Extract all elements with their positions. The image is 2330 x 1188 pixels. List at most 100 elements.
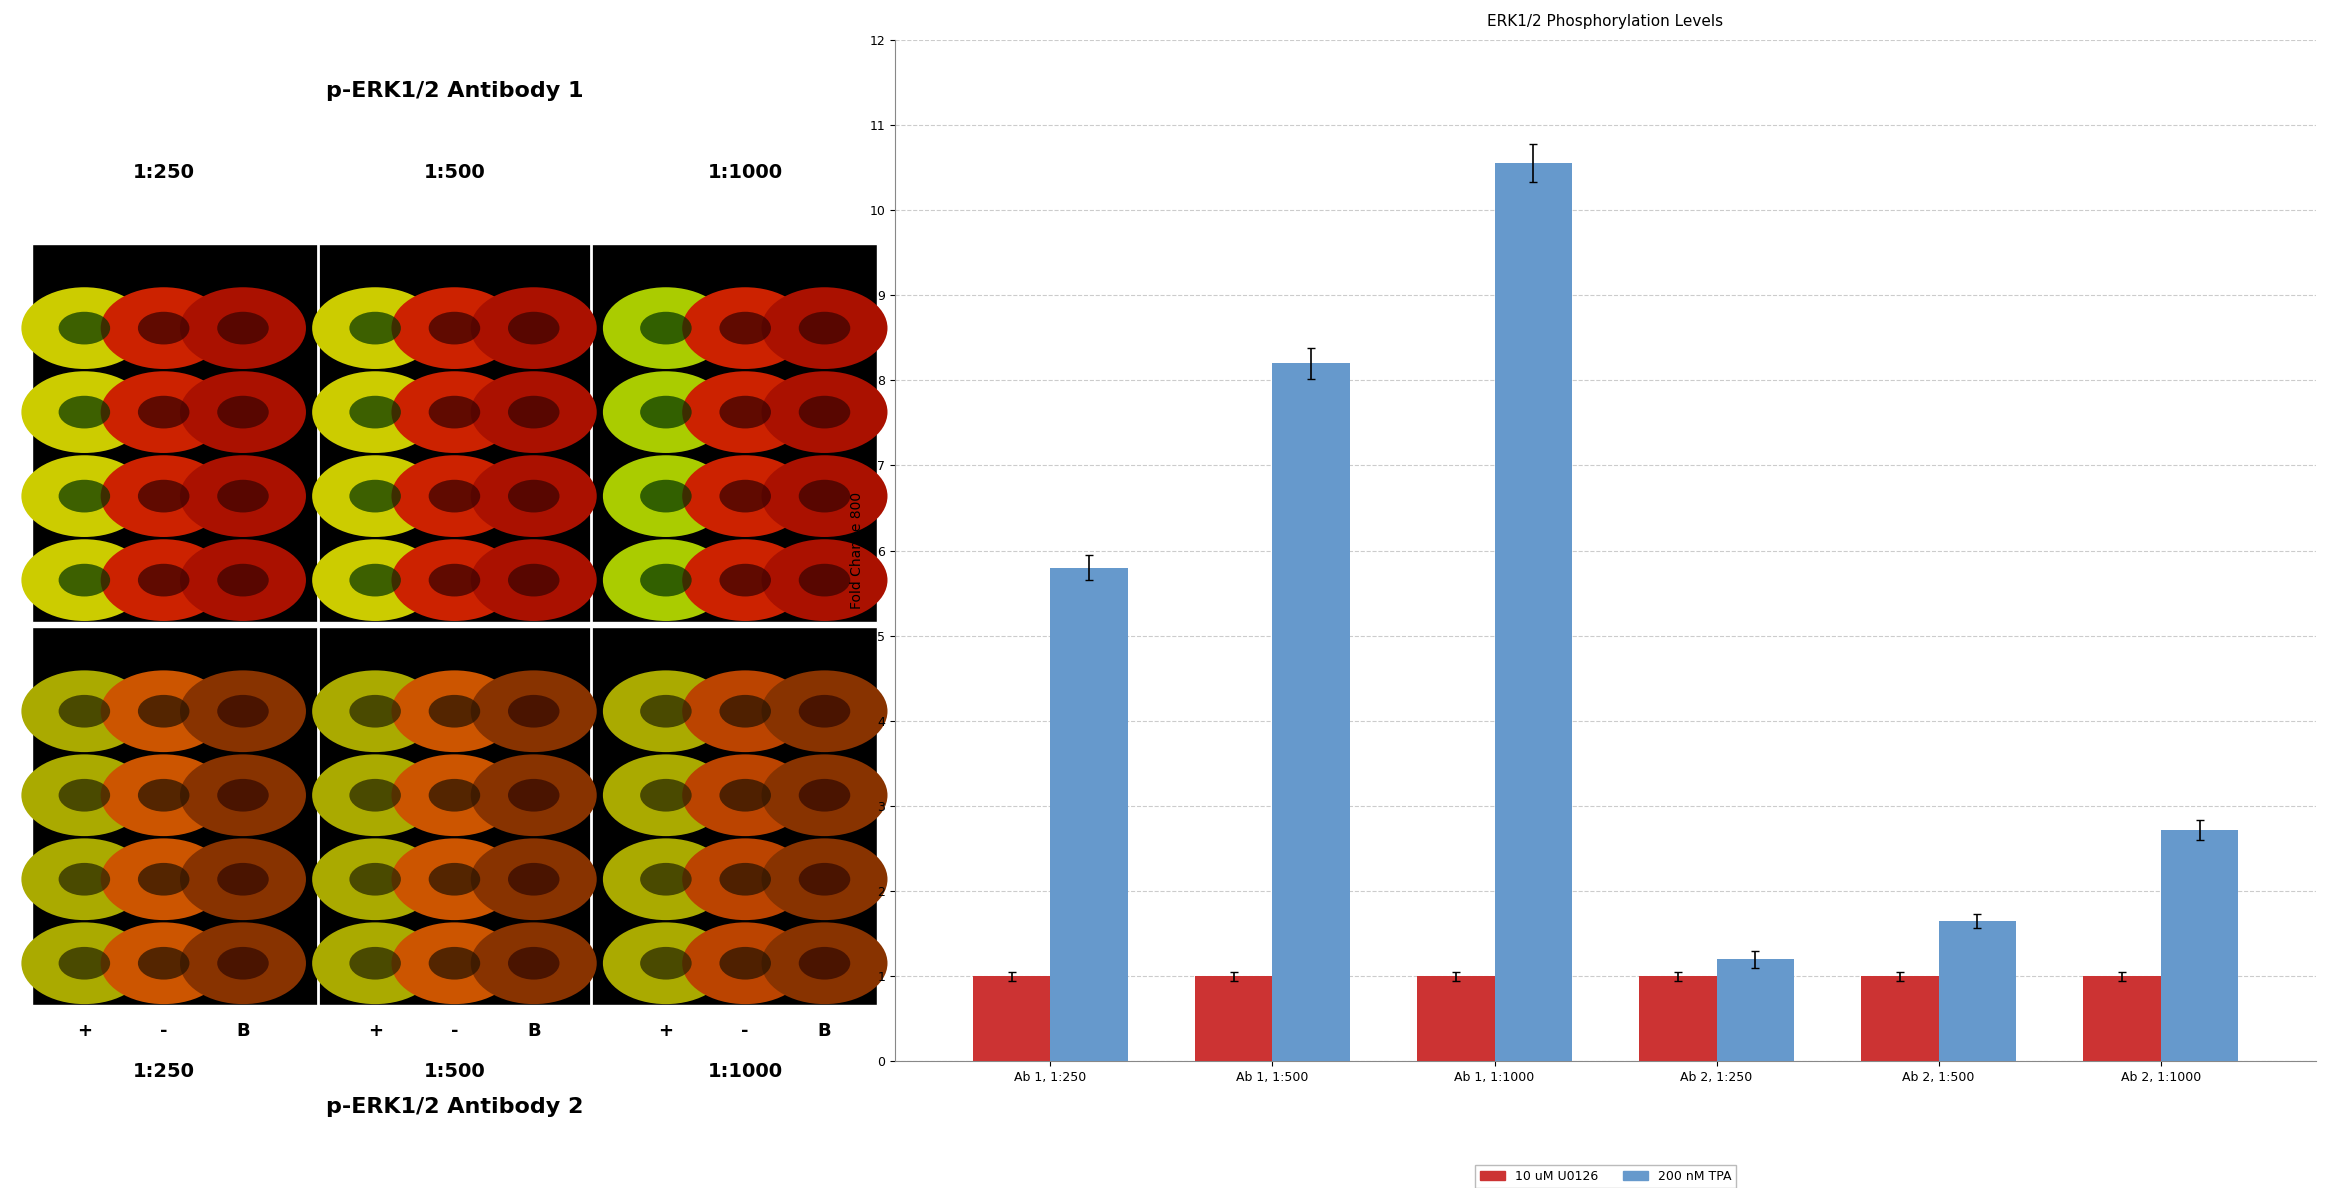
Ellipse shape [21, 670, 147, 752]
Ellipse shape [58, 779, 110, 811]
Ellipse shape [799, 947, 850, 980]
Ellipse shape [508, 947, 559, 980]
Ellipse shape [471, 670, 596, 752]
Legend: 10 uM U0126, 200 nM TPA: 10 uM U0126, 200 nM TPA [1475, 1165, 1736, 1188]
Text: -: - [741, 246, 748, 264]
Text: B: B [527, 246, 541, 264]
Bar [1272, 364, 1349, 1061]
Ellipse shape [137, 480, 189, 512]
Ellipse shape [137, 695, 189, 727]
Ellipse shape [137, 862, 189, 896]
Ellipse shape [762, 372, 888, 453]
Ellipse shape [350, 947, 401, 980]
Text: 1:250: 1:250 [133, 163, 196, 182]
Ellipse shape [350, 779, 401, 811]
Text: 1:500: 1:500 [424, 1062, 485, 1081]
Ellipse shape [391, 539, 517, 621]
Text: B: B [818, 246, 832, 264]
Ellipse shape [100, 839, 226, 921]
Ellipse shape [603, 922, 729, 1004]
Ellipse shape [179, 839, 305, 921]
Ellipse shape [391, 455, 517, 537]
Bar [33, 244, 878, 623]
Ellipse shape [603, 287, 729, 369]
Ellipse shape [100, 455, 226, 537]
Text: 1:1000: 1:1000 [708, 163, 783, 182]
Bar [972, 977, 1051, 1061]
Ellipse shape [179, 754, 305, 836]
Ellipse shape [508, 311, 559, 345]
Ellipse shape [799, 862, 850, 896]
Bar [1717, 959, 1794, 1061]
Bar [1195, 977, 1272, 1061]
Ellipse shape [508, 396, 559, 429]
Ellipse shape [350, 480, 401, 512]
Ellipse shape [312, 922, 438, 1004]
Text: p-ERK1/2 Antibody 1: p-ERK1/2 Antibody 1 [326, 81, 582, 101]
Ellipse shape [312, 287, 438, 369]
Ellipse shape [137, 311, 189, 345]
Ellipse shape [312, 754, 438, 836]
Ellipse shape [471, 455, 596, 537]
Ellipse shape [762, 922, 888, 1004]
Ellipse shape [429, 862, 480, 896]
Ellipse shape [641, 779, 692, 811]
Text: +: + [77, 1022, 91, 1040]
Ellipse shape [21, 287, 147, 369]
Text: +: + [659, 246, 673, 264]
Ellipse shape [508, 695, 559, 727]
Ellipse shape [350, 564, 401, 596]
Ellipse shape [471, 372, 596, 453]
Ellipse shape [312, 839, 438, 921]
Ellipse shape [137, 564, 189, 596]
Text: -: - [161, 1022, 168, 1040]
Text: -: - [161, 246, 168, 264]
Ellipse shape [58, 396, 110, 429]
Ellipse shape [391, 287, 517, 369]
Ellipse shape [799, 695, 850, 727]
Ellipse shape [350, 311, 401, 345]
Ellipse shape [429, 480, 480, 512]
Text: B: B [235, 1022, 249, 1040]
Ellipse shape [762, 539, 888, 621]
Text: +: + [368, 1022, 382, 1040]
Ellipse shape [21, 839, 147, 921]
Ellipse shape [179, 539, 305, 621]
Ellipse shape [508, 564, 559, 596]
Ellipse shape [312, 670, 438, 752]
Text: 1:1000: 1:1000 [708, 1062, 783, 1081]
Ellipse shape [350, 695, 401, 727]
Ellipse shape [603, 455, 729, 537]
Ellipse shape [683, 287, 809, 369]
Ellipse shape [720, 311, 771, 345]
Ellipse shape [21, 754, 147, 836]
Ellipse shape [603, 839, 729, 921]
Ellipse shape [58, 862, 110, 896]
Ellipse shape [217, 695, 268, 727]
Ellipse shape [508, 779, 559, 811]
Ellipse shape [762, 670, 888, 752]
Ellipse shape [312, 372, 438, 453]
Ellipse shape [683, 539, 809, 621]
Bar [1051, 568, 1128, 1061]
Ellipse shape [58, 480, 110, 512]
Ellipse shape [179, 922, 305, 1004]
Ellipse shape [720, 480, 771, 512]
Ellipse shape [21, 455, 147, 537]
Ellipse shape [762, 455, 888, 537]
Ellipse shape [471, 754, 596, 836]
Bar [33, 627, 878, 1005]
Ellipse shape [683, 372, 809, 453]
Ellipse shape [217, 480, 268, 512]
Ellipse shape [350, 396, 401, 429]
Ellipse shape [312, 455, 438, 537]
Ellipse shape [217, 862, 268, 896]
Ellipse shape [471, 287, 596, 369]
Ellipse shape [21, 372, 147, 453]
Ellipse shape [471, 539, 596, 621]
Ellipse shape [683, 922, 809, 1004]
Ellipse shape [720, 695, 771, 727]
Bar [1862, 977, 1939, 1061]
Ellipse shape [58, 311, 110, 345]
Ellipse shape [100, 372, 226, 453]
